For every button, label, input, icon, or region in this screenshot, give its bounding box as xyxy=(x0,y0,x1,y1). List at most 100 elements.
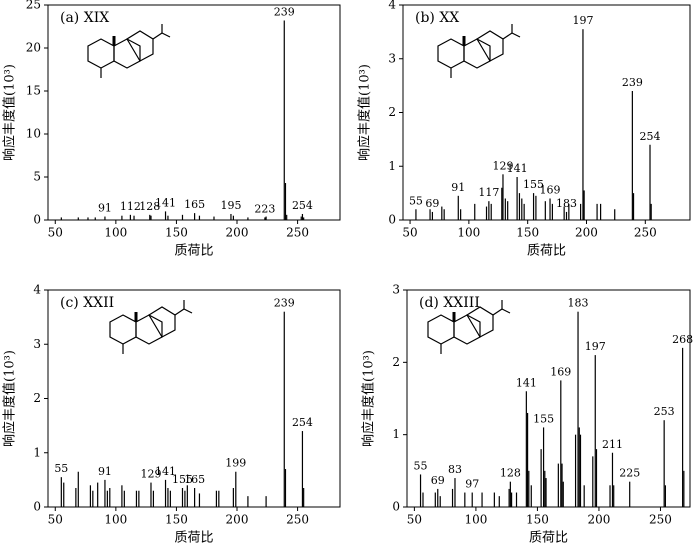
peak-bar xyxy=(109,488,111,507)
peak-bar xyxy=(460,209,462,220)
peak-bar xyxy=(429,209,431,220)
peak-bar xyxy=(138,490,140,507)
peak-bar xyxy=(501,187,503,220)
peak-bar xyxy=(474,203,476,220)
plot-frame xyxy=(406,289,691,508)
peak-label: 239 xyxy=(274,297,295,310)
peak-bar xyxy=(457,195,459,220)
peak-bar xyxy=(504,198,506,220)
x-tick-label: 200 xyxy=(226,513,249,527)
peak-bar xyxy=(300,216,302,220)
peak-bar xyxy=(419,474,422,507)
y-tick-label: 10 xyxy=(26,127,41,141)
y-tick-label: 15 xyxy=(26,84,41,98)
peak-bar xyxy=(592,456,594,507)
peak-bar xyxy=(94,217,96,220)
peak-bar xyxy=(595,449,598,507)
peak-label: 141 xyxy=(155,196,176,209)
peak-bar xyxy=(434,492,436,507)
peak-bar xyxy=(63,482,65,507)
peak-label: 169 xyxy=(540,184,561,197)
panel-title: (c) XXII xyxy=(60,295,114,311)
peak-bar xyxy=(284,469,287,507)
y-tick-label: 1 xyxy=(33,445,41,459)
peak-label: 254 xyxy=(292,199,313,212)
x-tick-label: 150 xyxy=(516,226,539,240)
peak-bar xyxy=(230,213,232,220)
peak-bar xyxy=(509,481,511,507)
peak-label: 165 xyxy=(184,198,205,211)
y-tick-label: 4 xyxy=(33,283,41,297)
peak-bar xyxy=(104,479,106,507)
peak-bar xyxy=(232,488,234,507)
peak-bar xyxy=(92,490,94,507)
peak-bar xyxy=(247,496,249,507)
peak-bar xyxy=(135,490,138,507)
peak-bar xyxy=(283,20,285,221)
peak-label: 239 xyxy=(274,5,295,18)
peak-bar xyxy=(89,485,92,507)
peak-bar xyxy=(490,203,492,220)
peak-bar xyxy=(568,203,570,220)
peak-label: 169 xyxy=(550,365,571,378)
y-tick-label: 0 xyxy=(388,213,396,227)
peak-bar xyxy=(562,481,564,507)
peak-bar xyxy=(544,470,546,507)
peak-bar xyxy=(663,420,665,507)
peak-bar xyxy=(528,470,530,507)
x-tick-label: 50 xyxy=(48,226,63,240)
peak-bar xyxy=(133,215,135,220)
peak-bar xyxy=(194,488,196,507)
peak-label: 141 xyxy=(507,162,528,175)
peak-label: 155 xyxy=(533,412,554,425)
peak-bar xyxy=(471,492,473,507)
molecule-structure xyxy=(86,22,172,80)
peak-bar xyxy=(532,193,535,220)
peak-bar xyxy=(60,217,62,220)
peak-label: 55 xyxy=(414,459,428,472)
peak-label: 128 xyxy=(500,467,521,480)
panel-title: (d) XXIII xyxy=(419,295,480,311)
peak-bar xyxy=(303,217,305,220)
peak-bar xyxy=(247,217,249,220)
peak-bar xyxy=(181,488,184,507)
y-tick-label: 0 xyxy=(33,500,41,514)
peak-bar xyxy=(582,29,584,220)
peak-bar xyxy=(614,209,616,220)
peak-bar xyxy=(488,201,490,220)
x-tick-label: 100 xyxy=(104,513,127,527)
peak-bar xyxy=(545,478,547,507)
peak-label: 91 xyxy=(98,465,112,478)
peak-label: 268 xyxy=(672,333,693,346)
peak-label: 91 xyxy=(451,181,465,194)
peak-bar xyxy=(600,203,602,220)
peak-bar xyxy=(194,213,196,220)
peak-bar xyxy=(167,215,169,220)
peak-bar xyxy=(565,211,568,220)
peak-bar xyxy=(97,482,99,507)
peak-bar xyxy=(549,198,551,220)
peak-label: 141 xyxy=(155,465,176,478)
x-tick-label: 150 xyxy=(526,513,549,527)
peak-bar xyxy=(451,488,454,507)
peak-bar xyxy=(77,217,79,220)
y-tick-label: 4 xyxy=(388,0,396,12)
peak-bar xyxy=(301,213,304,220)
peak-bar xyxy=(578,427,580,507)
peak-bar xyxy=(523,203,525,220)
peak-bar xyxy=(544,201,546,220)
peak-bar xyxy=(682,347,684,507)
peak-bar xyxy=(181,214,184,220)
peak-bar xyxy=(664,485,666,507)
peak-label: 197 xyxy=(572,14,593,27)
peak-bar xyxy=(235,471,237,507)
peak-bar xyxy=(422,492,424,507)
peak-bar xyxy=(611,452,614,507)
peak-bar xyxy=(464,492,466,507)
y-tick-label: 2 xyxy=(33,391,41,405)
y-tick-label: 2 xyxy=(392,355,400,369)
peak-bar xyxy=(265,496,267,507)
peak-bar xyxy=(594,355,596,507)
peak-bar xyxy=(609,485,611,507)
